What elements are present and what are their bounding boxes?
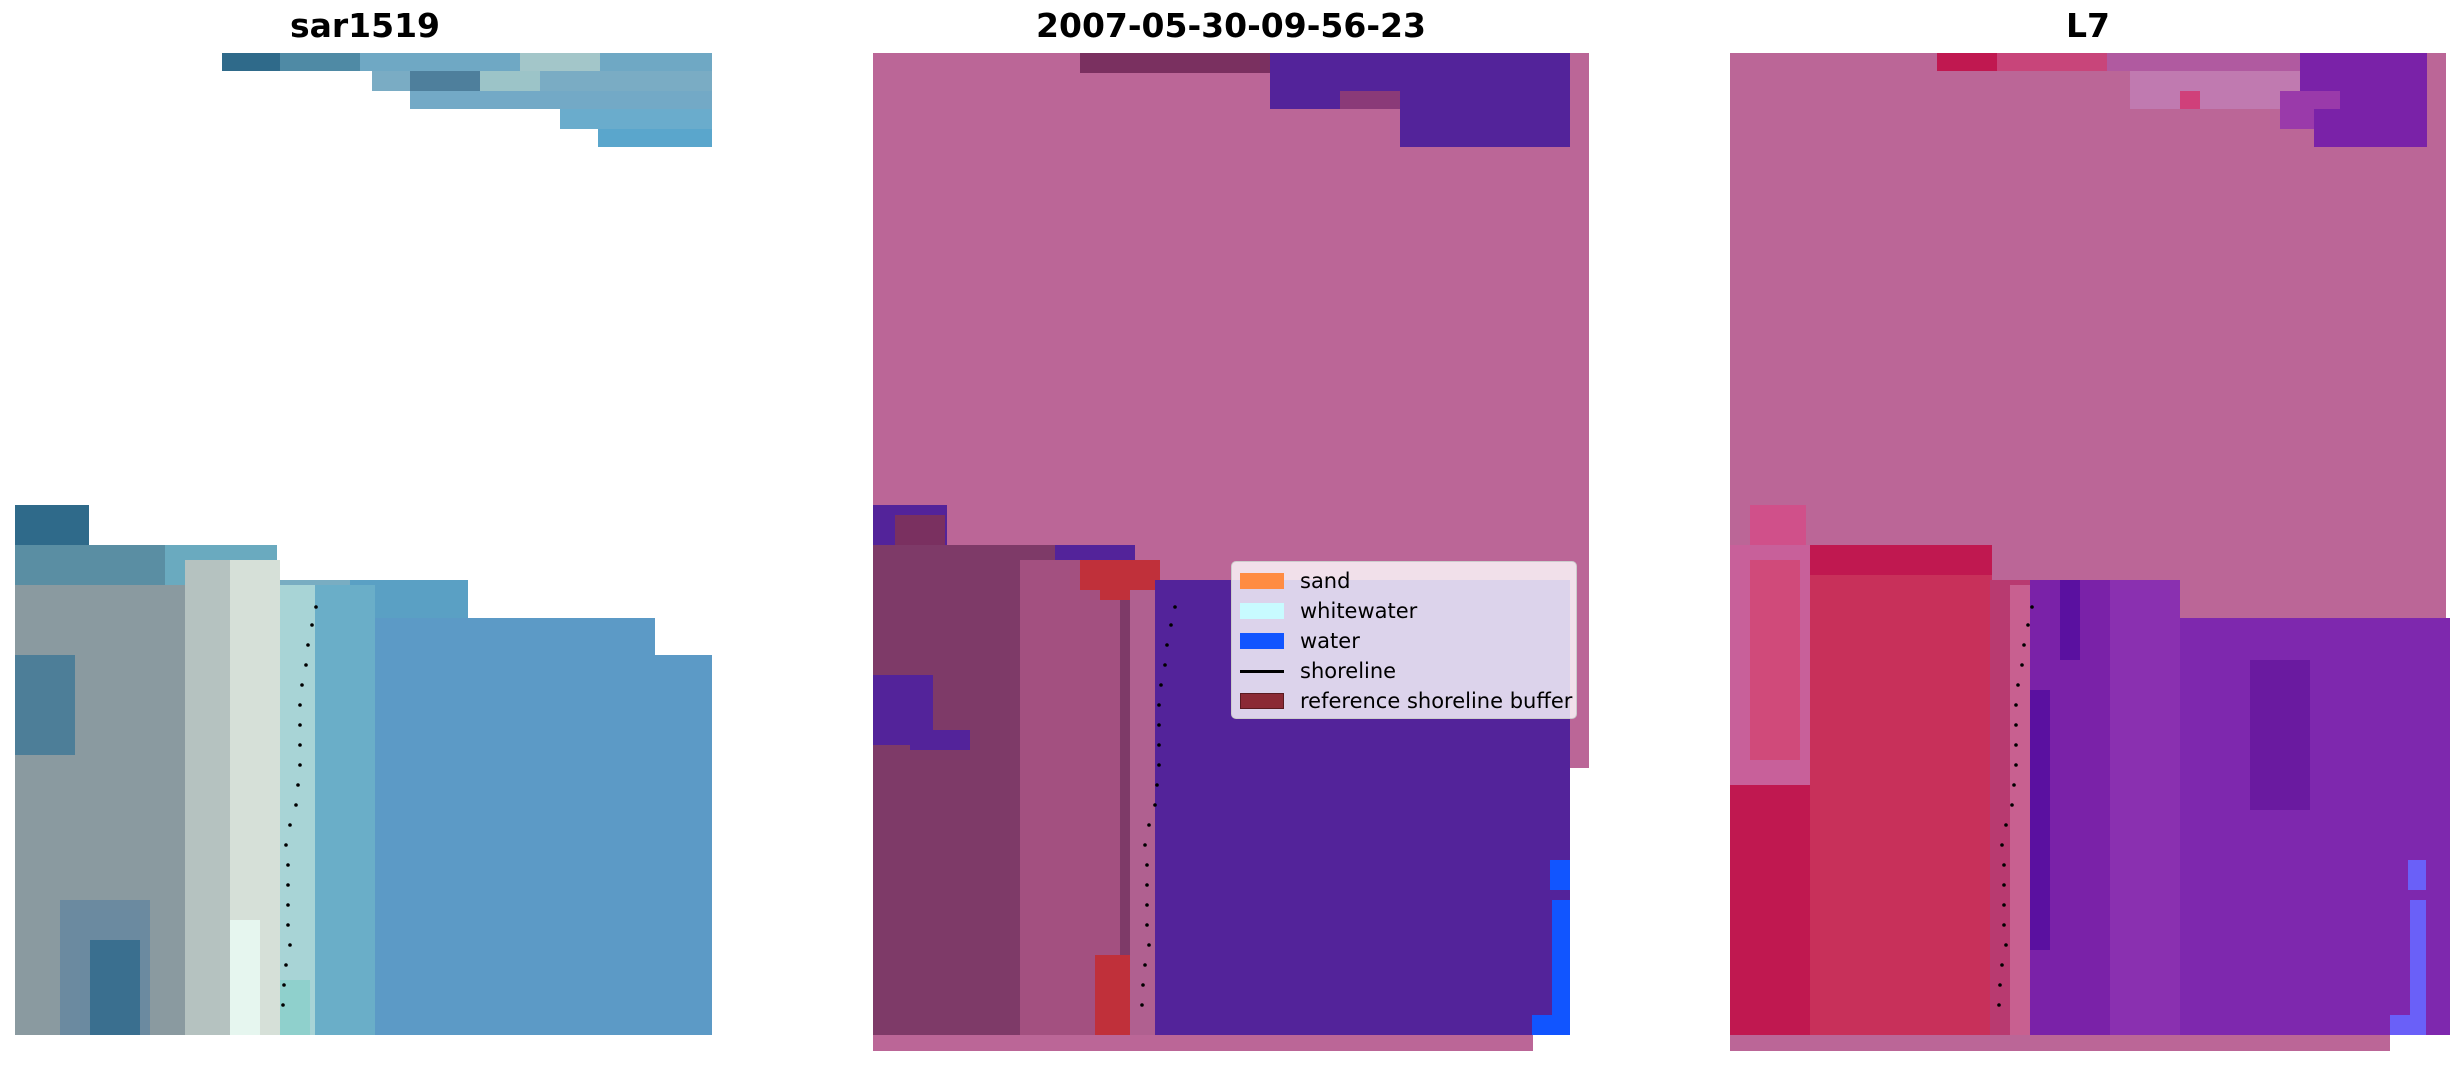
legend-label-sand: sand xyxy=(1300,569,1351,593)
legend-swatch-water xyxy=(1240,633,1284,649)
legend-swatch-whitewater xyxy=(1240,603,1284,619)
legend-item-shoreline: shoreline xyxy=(1240,658,1396,684)
legend: sand whitewater water shoreline referenc… xyxy=(1231,561,1577,719)
shoreline-dots-3 xyxy=(1997,605,2034,1007)
legend-item-sand: sand xyxy=(1240,568,1350,594)
legend-item-whitewater: whitewater xyxy=(1240,598,1417,624)
legend-item-water: water xyxy=(1240,628,1360,654)
legend-item-reference-buffer: reference shoreline buffer xyxy=(1240,688,1572,714)
rgb-image xyxy=(15,53,712,1035)
legend-swatch-reference-buffer xyxy=(1240,693,1284,709)
legend-label-reference-buffer: reference shoreline buffer xyxy=(1300,689,1573,713)
legend-label-whitewater: whitewater xyxy=(1300,599,1418,623)
shoreline-dots-1 xyxy=(281,605,318,1007)
panel-title-1: sar1519 xyxy=(289,6,441,45)
legend-label-water: water xyxy=(1300,629,1360,653)
panel-title-2: 2007-05-30-09-56-23 xyxy=(1036,6,1426,45)
index-image xyxy=(1730,53,2450,1051)
legend-label-shoreline: shoreline xyxy=(1300,659,1397,683)
panel-title-3: L7 xyxy=(2066,6,2110,45)
legend-swatch-sand xyxy=(1240,573,1284,589)
legend-line-shoreline xyxy=(1240,669,1284,673)
shoreline-dots-2 xyxy=(1140,605,1177,1007)
